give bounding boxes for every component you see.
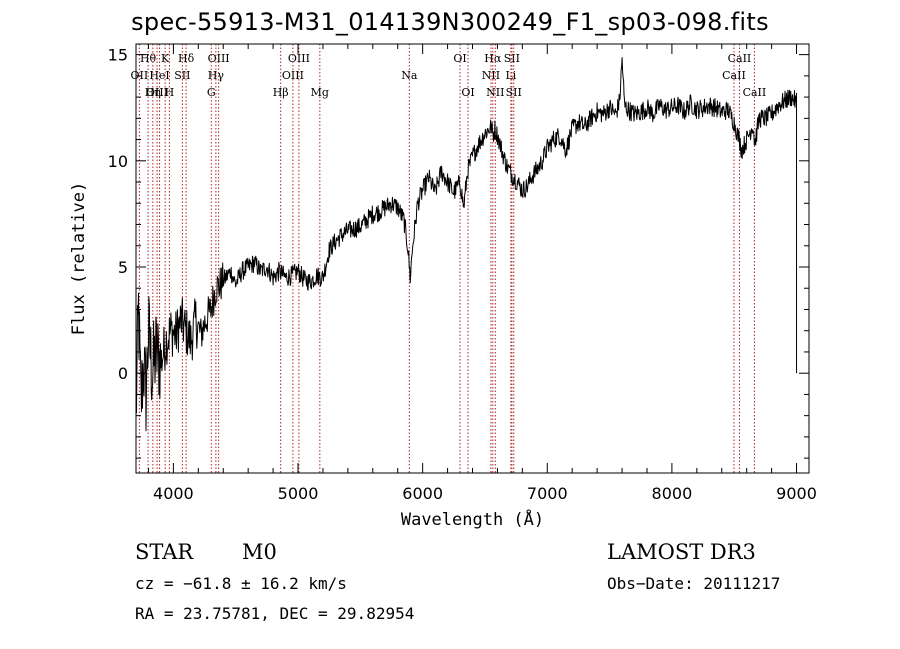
y-tick-label: 10 <box>108 152 128 171</box>
spectrum-line <box>135 57 797 432</box>
line-marker-label: OI <box>461 86 474 99</box>
spectrum-layer <box>135 57 798 432</box>
line-marker-label: Hβ <box>273 86 289 99</box>
line-marker-label: Hη <box>145 86 161 99</box>
object-class: STAR <box>135 540 194 564</box>
line-marker-label: OIII <box>282 69 304 82</box>
x-tick-label: 6000 <box>402 484 443 503</box>
line-marker-label: OIII <box>146 86 168 99</box>
redshift-cz: cz = −61.8 ± 16.2 km/s <box>135 574 347 593</box>
line-marker-label: CaII <box>743 86 767 99</box>
x-axis-label: Wavelength (Å) <box>401 508 544 530</box>
line-marker-label: Hδ <box>178 52 195 65</box>
x-tick-label: 7000 <box>527 484 568 503</box>
x-tick-label: 8000 <box>652 484 693 503</box>
line-marker-label: Hα <box>484 52 502 65</box>
line-marker-label: SII <box>174 69 190 82</box>
line-marker-label: OIII <box>208 52 230 65</box>
line-marker-label: OIII <box>288 52 310 65</box>
line-marker-label: K <box>161 52 170 65</box>
line-marker-label: NII <box>486 86 504 99</box>
x-tick-label: 9000 <box>776 484 817 503</box>
axis-ticks: 4000 5000 6000 7000 8000 9000 0 5 10 15 <box>108 44 817 503</box>
line-marker-label: Na <box>401 69 418 82</box>
line-marker-label: SII <box>506 86 522 99</box>
object-subclass: M0 <box>242 540 277 564</box>
line-marker-label: OI <box>453 52 466 65</box>
line-marker-label: CaII <box>728 52 752 65</box>
line-marker-label: SII <box>504 52 520 65</box>
sky-coordinates: RA = 23.75781, DEC = 29.82954 <box>135 604 415 623</box>
survey-name: LAMOST DR3 <box>607 540 756 564</box>
x-tick-label: 5000 <box>278 484 319 503</box>
line-marker-label: Hγ <box>208 69 225 82</box>
y-tick-label: 5 <box>118 258 128 277</box>
line-marker-label: G <box>207 86 216 99</box>
y-tick-label: 15 <box>108 46 128 65</box>
observation-date: Obs−Date: 20111217 <box>607 574 781 593</box>
y-axis-label: Flux (relative) <box>69 182 89 336</box>
plot-title: spec-55913-M31_014139N300249_F1_sp03-098… <box>131 8 769 36</box>
line-marker-label: H <box>165 86 175 99</box>
line-marker-label: Mg <box>311 86 329 99</box>
axis-labels: Wavelength (Å) Flux (relative) <box>69 182 544 530</box>
line-marker-label: Li <box>505 69 516 82</box>
line-marker-label: Hθ <box>140 52 157 65</box>
line-marker-label: CaII <box>722 69 746 82</box>
y-tick-label: 0 <box>118 364 128 383</box>
line-marker-label: NII <box>482 69 500 82</box>
x-tick-label: 4000 <box>153 484 194 503</box>
